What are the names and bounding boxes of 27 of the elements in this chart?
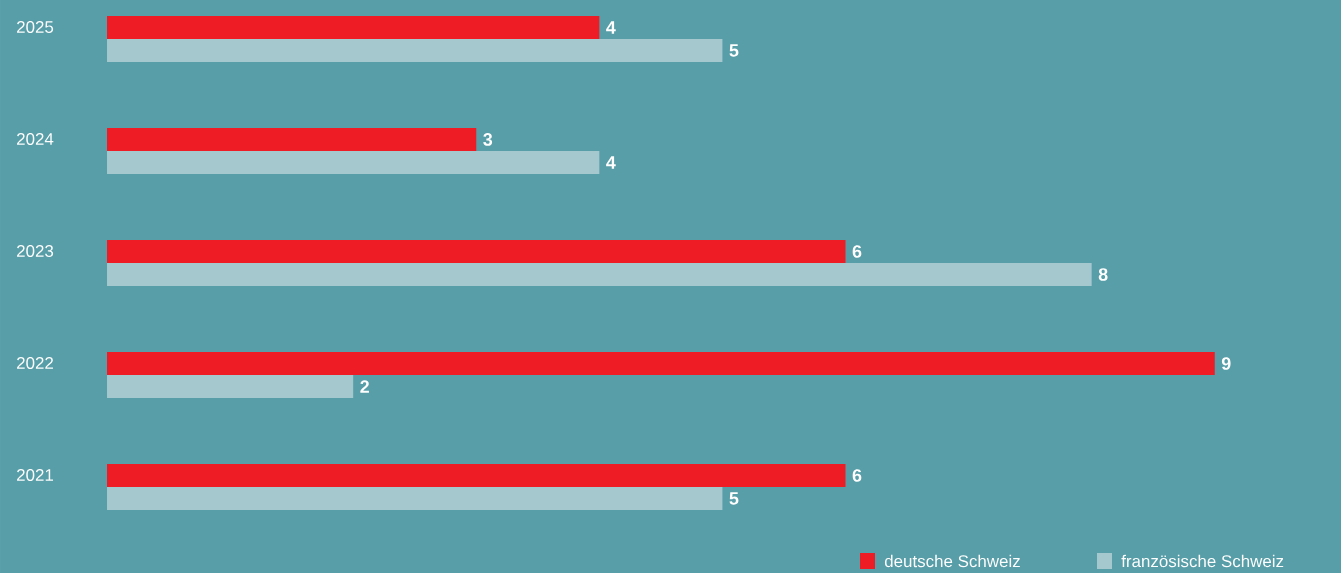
data-label: 8 [1098,268,1108,281]
bar [107,38,723,62]
y-tick-label: 2024 [17,132,54,145]
data-label: 4 [606,21,616,34]
data-label: 6 [852,469,862,482]
y-tick-label: 2023 [17,244,54,257]
data-label: 9 [1221,357,1231,370]
data-label: 5 [729,44,739,57]
data-label: 6 [852,245,862,258]
bar [107,150,600,174]
bar [107,351,1215,375]
bar [107,15,600,39]
legend-label: französische Schweiz [1121,554,1284,568]
data-label: 5 [729,492,739,505]
bar [107,464,846,487]
legend-label: deutsche Schweiz [884,554,1020,568]
bar [107,374,354,398]
data-label: 4 [606,156,616,169]
data-label: 3 [483,133,493,146]
y-tick-label: 2025 [17,20,54,33]
y-tick-label: 2021 [17,468,54,481]
data-label: 2 [360,380,369,393]
bar [107,262,1092,286]
bar [107,487,723,510]
bar [107,239,846,263]
y-tick-label: 2022 [17,356,53,369]
bar [107,127,477,151]
